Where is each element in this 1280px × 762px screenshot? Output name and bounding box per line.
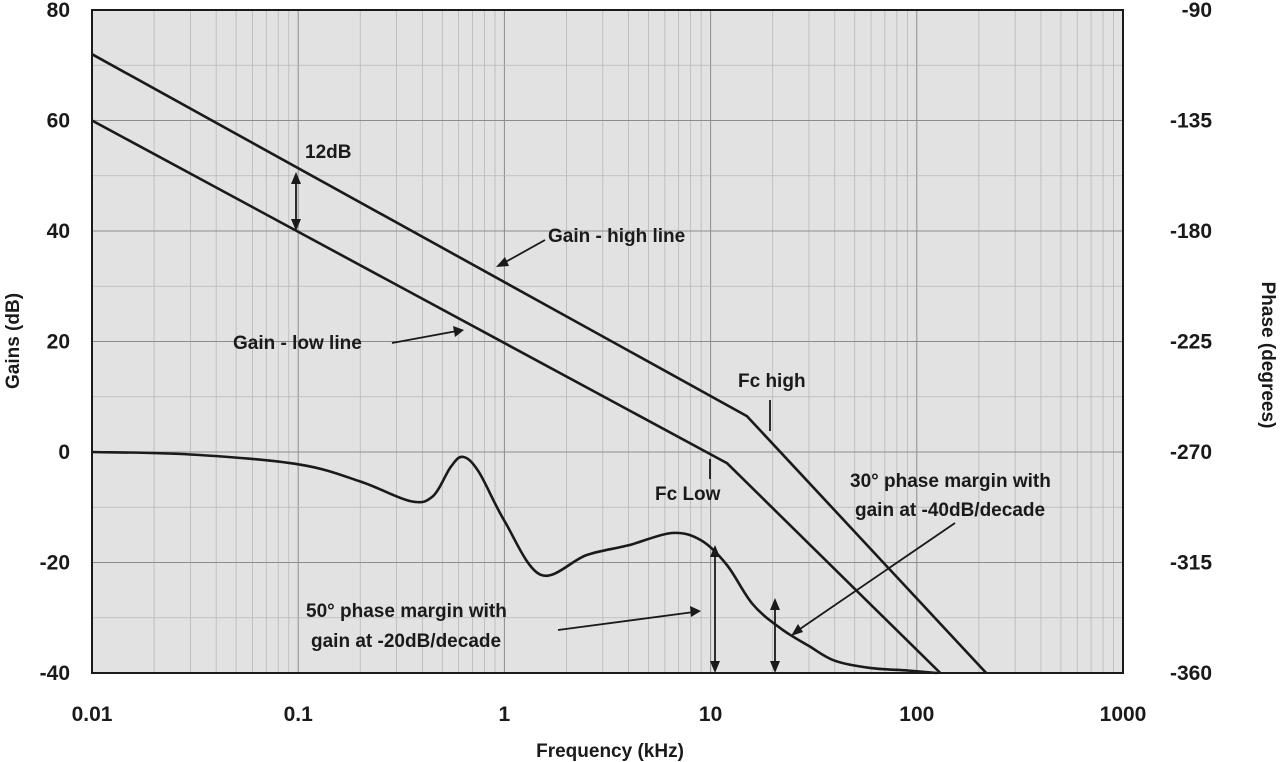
y2-axis-title: Phase (degrees) xyxy=(1257,282,1278,429)
x-axis-title: Frequency (kHz) xyxy=(536,741,684,762)
arrowhead-30deg xyxy=(791,624,803,636)
y2-tick-label: -90 xyxy=(1182,0,1212,22)
annotation-fc-low: Fc Low xyxy=(655,484,721,505)
arrowhead-gain-high xyxy=(496,257,509,267)
arrowhead-12db-up xyxy=(291,172,301,184)
arrowhead-30deg-down xyxy=(770,661,780,673)
arrowhead-50deg-down xyxy=(710,661,720,673)
series-phase xyxy=(91,450,937,675)
tick-labels: 0.01 0.1 1 10 100 1000 80 60 40 20 0 -20 -40 -90 -135 -… xyxy=(40,0,1213,726)
y-tick-label: 40 xyxy=(47,220,70,243)
x-tick-label: 1 xyxy=(499,703,511,726)
arrowhead-30deg-up xyxy=(770,598,780,610)
x-tick-label: 100 xyxy=(899,703,934,726)
arrowhead-50deg xyxy=(690,606,701,617)
annotation-50deg-line2: gain at -20dB/decade xyxy=(311,631,501,652)
y2-tick-label: -225 xyxy=(1170,331,1212,354)
annotation-30deg-line1: 30° phase margin with xyxy=(850,471,1051,492)
annotation-gain-high-arrow xyxy=(501,239,546,265)
annotation-50deg-arrow xyxy=(557,611,695,631)
y2-tick-label: -360 xyxy=(1170,662,1212,685)
annotation-12db: 12dB xyxy=(305,142,351,163)
series-gain-high-line xyxy=(91,53,988,674)
arrowhead-12db-down xyxy=(291,219,301,231)
y-tick-label: 20 xyxy=(47,331,70,354)
x-tick-label: 1000 xyxy=(1100,703,1147,726)
y-tick-label: 0 xyxy=(58,441,70,464)
annotation-50deg-line1: 50° phase margin with xyxy=(306,601,507,622)
y-tick-label: -20 xyxy=(40,552,70,575)
y2-tick-label: -270 xyxy=(1170,441,1212,464)
x-tick-label: 0.01 xyxy=(72,703,113,726)
annotation-gain-low-arrow xyxy=(391,330,458,344)
x-tick-label: 10 xyxy=(699,703,722,726)
series-gain-low-line xyxy=(91,119,942,674)
annotations: 12dB Gain - high line Gain - low line Fc… xyxy=(233,142,1051,673)
x-tick-label: 0.1 xyxy=(284,703,314,726)
annotation-gain-high-line: Gain - high line xyxy=(548,226,685,247)
arrowhead-gain-low xyxy=(453,326,464,337)
annotation-30deg-arrow xyxy=(796,522,956,632)
plot-border xyxy=(91,9,1124,674)
annotation-30deg-line2: gain at -40dB/decade xyxy=(855,500,1045,521)
curves xyxy=(91,53,988,675)
y2-tick-label: -180 xyxy=(1170,220,1212,243)
y-tick-label: 80 xyxy=(47,0,70,22)
y-tick-label: -40 xyxy=(40,662,70,685)
y-axis-title: Gains (dB) xyxy=(3,293,24,389)
y2-tick-label: -135 xyxy=(1170,110,1212,133)
y-tick-label: 60 xyxy=(47,110,70,133)
y2-tick-label: -315 xyxy=(1170,552,1212,575)
arrowhead-50deg-up xyxy=(710,545,720,557)
annotation-gain-low-line: Gain - low line xyxy=(233,333,362,354)
annotation-fc-high: Fc high xyxy=(738,371,806,392)
